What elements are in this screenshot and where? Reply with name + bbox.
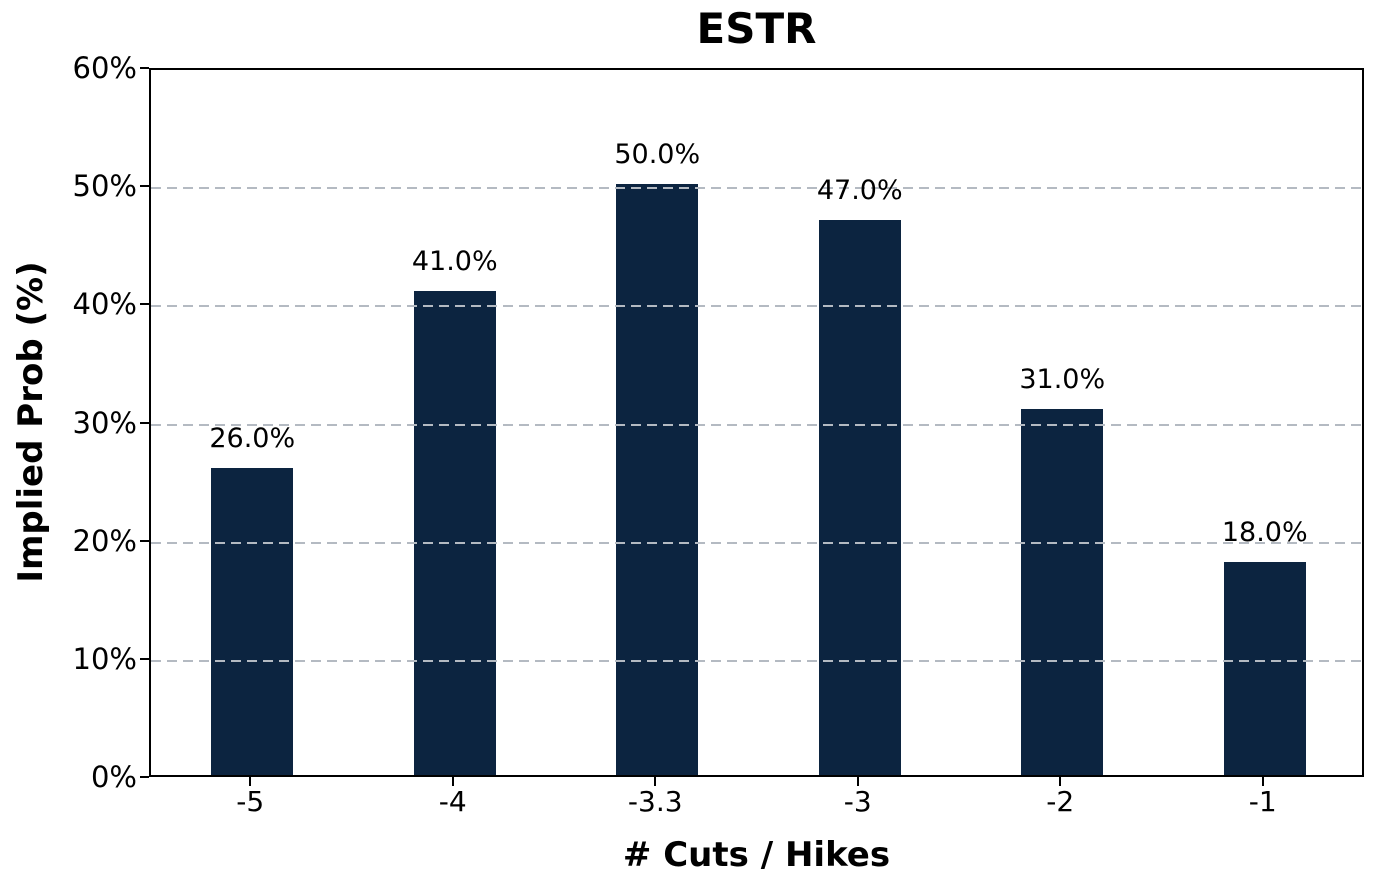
y-tick-mark (140, 303, 149, 306)
x-tick-mark (654, 777, 657, 786)
y-tick-label: 40% (72, 287, 137, 322)
chart-title: ESTR (696, 4, 817, 53)
x-tick-label: -3.3 (627, 785, 683, 818)
bar-value-label: 50.0% (614, 139, 701, 171)
y-tick-label: 0% (90, 760, 137, 794)
x-tick-label: -2 (1046, 785, 1075, 818)
gridline (151, 305, 1362, 308)
y-tick-mark (140, 776, 149, 778)
bar (1021, 408, 1104, 775)
bar (616, 184, 699, 775)
gridline (151, 659, 1362, 662)
bar-value-label: 18.0% (1221, 517, 1308, 549)
x-tick-label: -3 (843, 785, 872, 818)
x-tick-mark (451, 777, 454, 786)
x-tick-label: -1 (1248, 785, 1277, 818)
bar-value-label: 41.0% (411, 245, 498, 277)
y-tick-mark (140, 67, 149, 69)
y-tick-label: 60% (72, 51, 137, 85)
bar-value-label: 31.0% (1019, 363, 1106, 395)
gridline (151, 187, 1362, 190)
x-tick-label: -5 (236, 785, 265, 818)
y-tick-mark (140, 539, 149, 542)
bar-value-label: 47.0% (816, 174, 903, 206)
y-tick-label: 30% (72, 405, 137, 440)
bar (413, 290, 496, 775)
bar (818, 219, 901, 775)
y-tick-label: 10% (72, 641, 137, 676)
y-tick-mark (140, 657, 149, 660)
x-tick-mark (1059, 777, 1062, 786)
x-tick-label: -4 (438, 785, 467, 818)
y-tick-mark (140, 421, 149, 424)
plot-area: 26.0% 41.0% 50.0% 47.0% 31.0% 18.0% (149, 68, 1364, 777)
x-tick-mark (249, 777, 252, 786)
x-axis-label: # Cuts / Hikes (622, 835, 891, 875)
bar-value-label: 26.0% (209, 422, 296, 454)
y-tick-label: 50% (72, 169, 137, 204)
bar (1223, 562, 1306, 775)
y-tick-label: 20% (72, 523, 137, 558)
y-tick-mark (140, 185, 149, 188)
gridline (151, 423, 1362, 426)
x-tick-mark (856, 777, 859, 786)
bar (211, 467, 294, 775)
gridline (151, 541, 1362, 544)
x-tick-mark (1261, 777, 1264, 786)
